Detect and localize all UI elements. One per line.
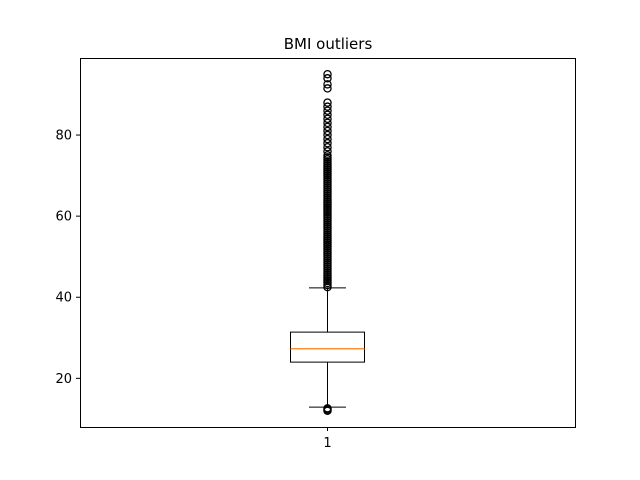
outlier-point	[323, 110, 332, 120]
outlier-point	[323, 134, 332, 144]
outlier-point	[323, 98, 332, 107]
outlier-point	[323, 151, 332, 160]
y-tick-label: 40	[55, 291, 72, 306]
outlier-point	[323, 80, 332, 89]
outlier-point	[323, 114, 332, 124]
y-tick-label: 60	[55, 210, 72, 225]
outlier-point	[323, 126, 332, 136]
x-tick-label: 1	[323, 436, 331, 451]
outlier-point	[323, 84, 332, 93]
outlier-point	[323, 69, 332, 79]
outlier-point	[323, 130, 332, 140]
outlier-point	[323, 404, 332, 413]
outlier-point	[323, 106, 332, 115]
y-tick-label: 20	[55, 372, 72, 387]
box	[290, 331, 365, 363]
boxplot	[290, 69, 365, 416]
outlier-point	[323, 138, 332, 148]
chart-title: BMI outliers	[284, 35, 373, 53]
x-axis: 1	[323, 427, 332, 451]
outlier-point	[323, 118, 332, 128]
y-axis: 20 40 60 80	[55, 129, 80, 387]
outlier-point	[323, 102, 332, 111]
outlier-point	[323, 142, 332, 152]
y-tick-label: 80	[55, 129, 72, 144]
outlier-point	[323, 74, 332, 83]
outlier-point	[323, 122, 332, 132]
outlier-point	[323, 147, 332, 156]
